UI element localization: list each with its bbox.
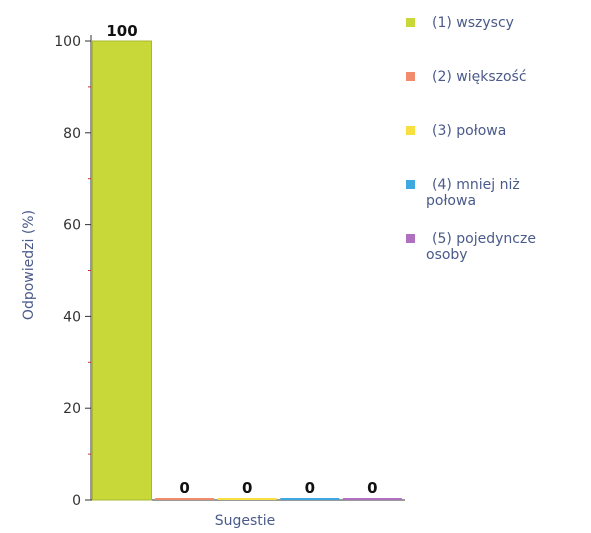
legend: (1) wszyscy (2) większość (3) połowa (4) mn… (406, 15, 536, 263)
legend-label: (2) większość (432, 69, 527, 85)
bars (92, 40, 402, 501)
bar-value-label: 0 (179, 479, 189, 497)
y-tick-label: 80 (63, 126, 81, 142)
x-axis-title: Sugestie (215, 513, 276, 529)
legend-label: połowa (426, 193, 476, 209)
legend-swatch (406, 234, 415, 243)
legend-label: (4) mniej niż (432, 177, 520, 193)
y-tick-label: 20 (63, 401, 81, 417)
bar (217, 498, 277, 500)
bar-value-label: 0 (305, 479, 315, 497)
bar (280, 498, 340, 500)
bar (155, 498, 215, 500)
bar-value-label: 100 (106, 22, 137, 40)
bar-value-label: 0 (242, 479, 252, 497)
bar (92, 40, 152, 501)
legend-swatch (406, 18, 415, 27)
legend-label: (3) połowa (432, 123, 506, 139)
legend-label: (5) pojedyncze (432, 231, 536, 247)
y-axis-title: Odpowiedzi (%) (21, 210, 37, 320)
y-tick-label: 60 (63, 218, 81, 234)
legend-label: (1) wszyscy (432, 15, 514, 31)
y-tick-label: 0 (72, 493, 81, 509)
legend-swatch (406, 180, 415, 189)
legend-swatch (406, 126, 415, 135)
y-tick-label: 40 (63, 309, 81, 325)
legend-label: osoby (426, 247, 468, 263)
legend-swatch (406, 72, 415, 81)
y-tick-label: 100 (54, 34, 81, 50)
bar-value-label: 0 (367, 479, 377, 497)
bar (342, 498, 402, 500)
value-labels: 100 0 0 0 0 (106, 22, 377, 497)
